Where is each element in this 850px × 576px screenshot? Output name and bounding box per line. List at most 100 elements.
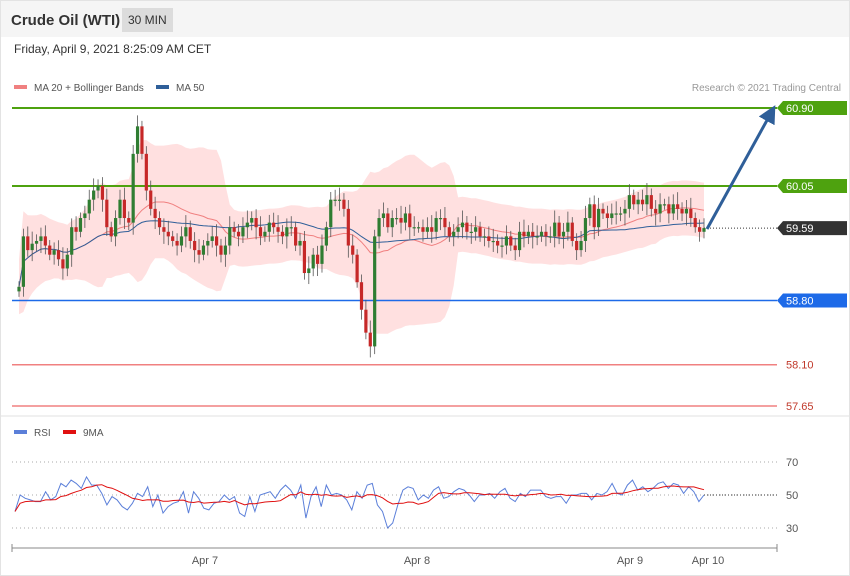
candle (276, 215, 280, 243)
candle (456, 217, 460, 239)
candle (412, 216, 416, 237)
candle (465, 216, 469, 240)
candle (636, 191, 640, 215)
candle-body (114, 218, 118, 237)
candle (605, 205, 609, 228)
candle (517, 221, 522, 257)
candle-body (83, 213, 87, 219)
candle-body (460, 222, 465, 228)
candle (531, 222, 535, 249)
candle-body (614, 213, 618, 215)
candle-body (373, 236, 377, 347)
candle (258, 216, 263, 246)
level-label-60-90: 60.90 (786, 103, 814, 115)
rsi-tick-70: 70 (786, 457, 798, 469)
candle (223, 236, 227, 267)
candle-body (517, 231, 522, 251)
interval-badge[interactable]: 30 MIN (122, 8, 173, 32)
legend-ma20-label: MA 20 + Bollinger Bands (34, 83, 144, 94)
rsi-tick-30: 30 (786, 523, 798, 535)
candle-body (149, 190, 153, 209)
price-level-labels: 60.90 60.05 59.59 58.80 58.10 57.65 (777, 101, 847, 413)
candle-body (201, 245, 206, 255)
rsi-tick-50: 50 (786, 490, 798, 502)
candle-body (258, 227, 263, 237)
candle-body (403, 213, 408, 223)
candle-body (166, 231, 170, 237)
candle (399, 205, 403, 234)
candle-body (135, 126, 140, 154)
candle-body (118, 199, 122, 219)
candle (311, 248, 315, 277)
candle (579, 231, 583, 257)
candle-body (236, 231, 241, 237)
candle-body (601, 208, 605, 214)
candle-body (188, 227, 192, 241)
candle-body (443, 218, 447, 228)
candle-body (250, 218, 254, 223)
candle (26, 226, 30, 257)
candle (294, 221, 298, 252)
candle-body (184, 227, 188, 237)
candle (623, 200, 627, 226)
candle-body (680, 208, 684, 214)
candle (131, 145, 135, 235)
candle (140, 120, 144, 160)
candle-body (465, 222, 469, 232)
candle-body (509, 236, 513, 246)
candle-body (144, 153, 148, 191)
legend-ma50-label: MA 50 (176, 83, 205, 94)
chart-datetime: Friday, April 9, 2021 8:25:09 AM CET (14, 42, 212, 56)
candle-body (434, 218, 438, 232)
candle-body (267, 222, 271, 232)
candle (206, 233, 210, 256)
candle (171, 230, 175, 247)
candle (289, 216, 293, 237)
candle-body (30, 243, 34, 251)
candle (109, 221, 113, 242)
candle-body (65, 254, 69, 269)
candle-body (61, 259, 65, 269)
candle (526, 225, 530, 245)
candle (381, 202, 386, 227)
candle-body (526, 231, 530, 237)
candle (500, 236, 504, 258)
candle (179, 226, 184, 253)
candle-body (34, 240, 39, 244)
candle-body (438, 218, 443, 220)
candle (482, 228, 487, 247)
level-tag-59-59 (777, 221, 847, 236)
candle (425, 217, 429, 239)
candle (346, 200, 350, 258)
candle (65, 248, 69, 277)
candle-body (48, 245, 52, 255)
candle (280, 225, 285, 245)
candle (210, 226, 214, 248)
candle (135, 115, 140, 163)
legend-swatch-ma50 (156, 85, 169, 89)
candle (201, 240, 206, 261)
candle (92, 178, 96, 211)
candle (184, 215, 188, 248)
candle (684, 200, 689, 226)
candle-body (351, 245, 355, 255)
candle-body (386, 213, 390, 228)
candle-body (702, 228, 706, 232)
candle (491, 228, 495, 252)
candle-body (87, 199, 91, 214)
candle (157, 211, 162, 235)
candle-body (171, 236, 175, 241)
candle (250, 211, 254, 231)
candle (698, 219, 702, 242)
candle-body (105, 199, 109, 228)
candle-body (298, 240, 302, 246)
candle (166, 220, 170, 246)
candle-body (698, 227, 702, 232)
candle (272, 212, 276, 234)
candle (315, 245, 320, 276)
candle-body (364, 309, 368, 333)
candle (408, 204, 412, 240)
candle-body (78, 218, 83, 232)
candle (219, 238, 223, 263)
candle-body (513, 245, 517, 251)
